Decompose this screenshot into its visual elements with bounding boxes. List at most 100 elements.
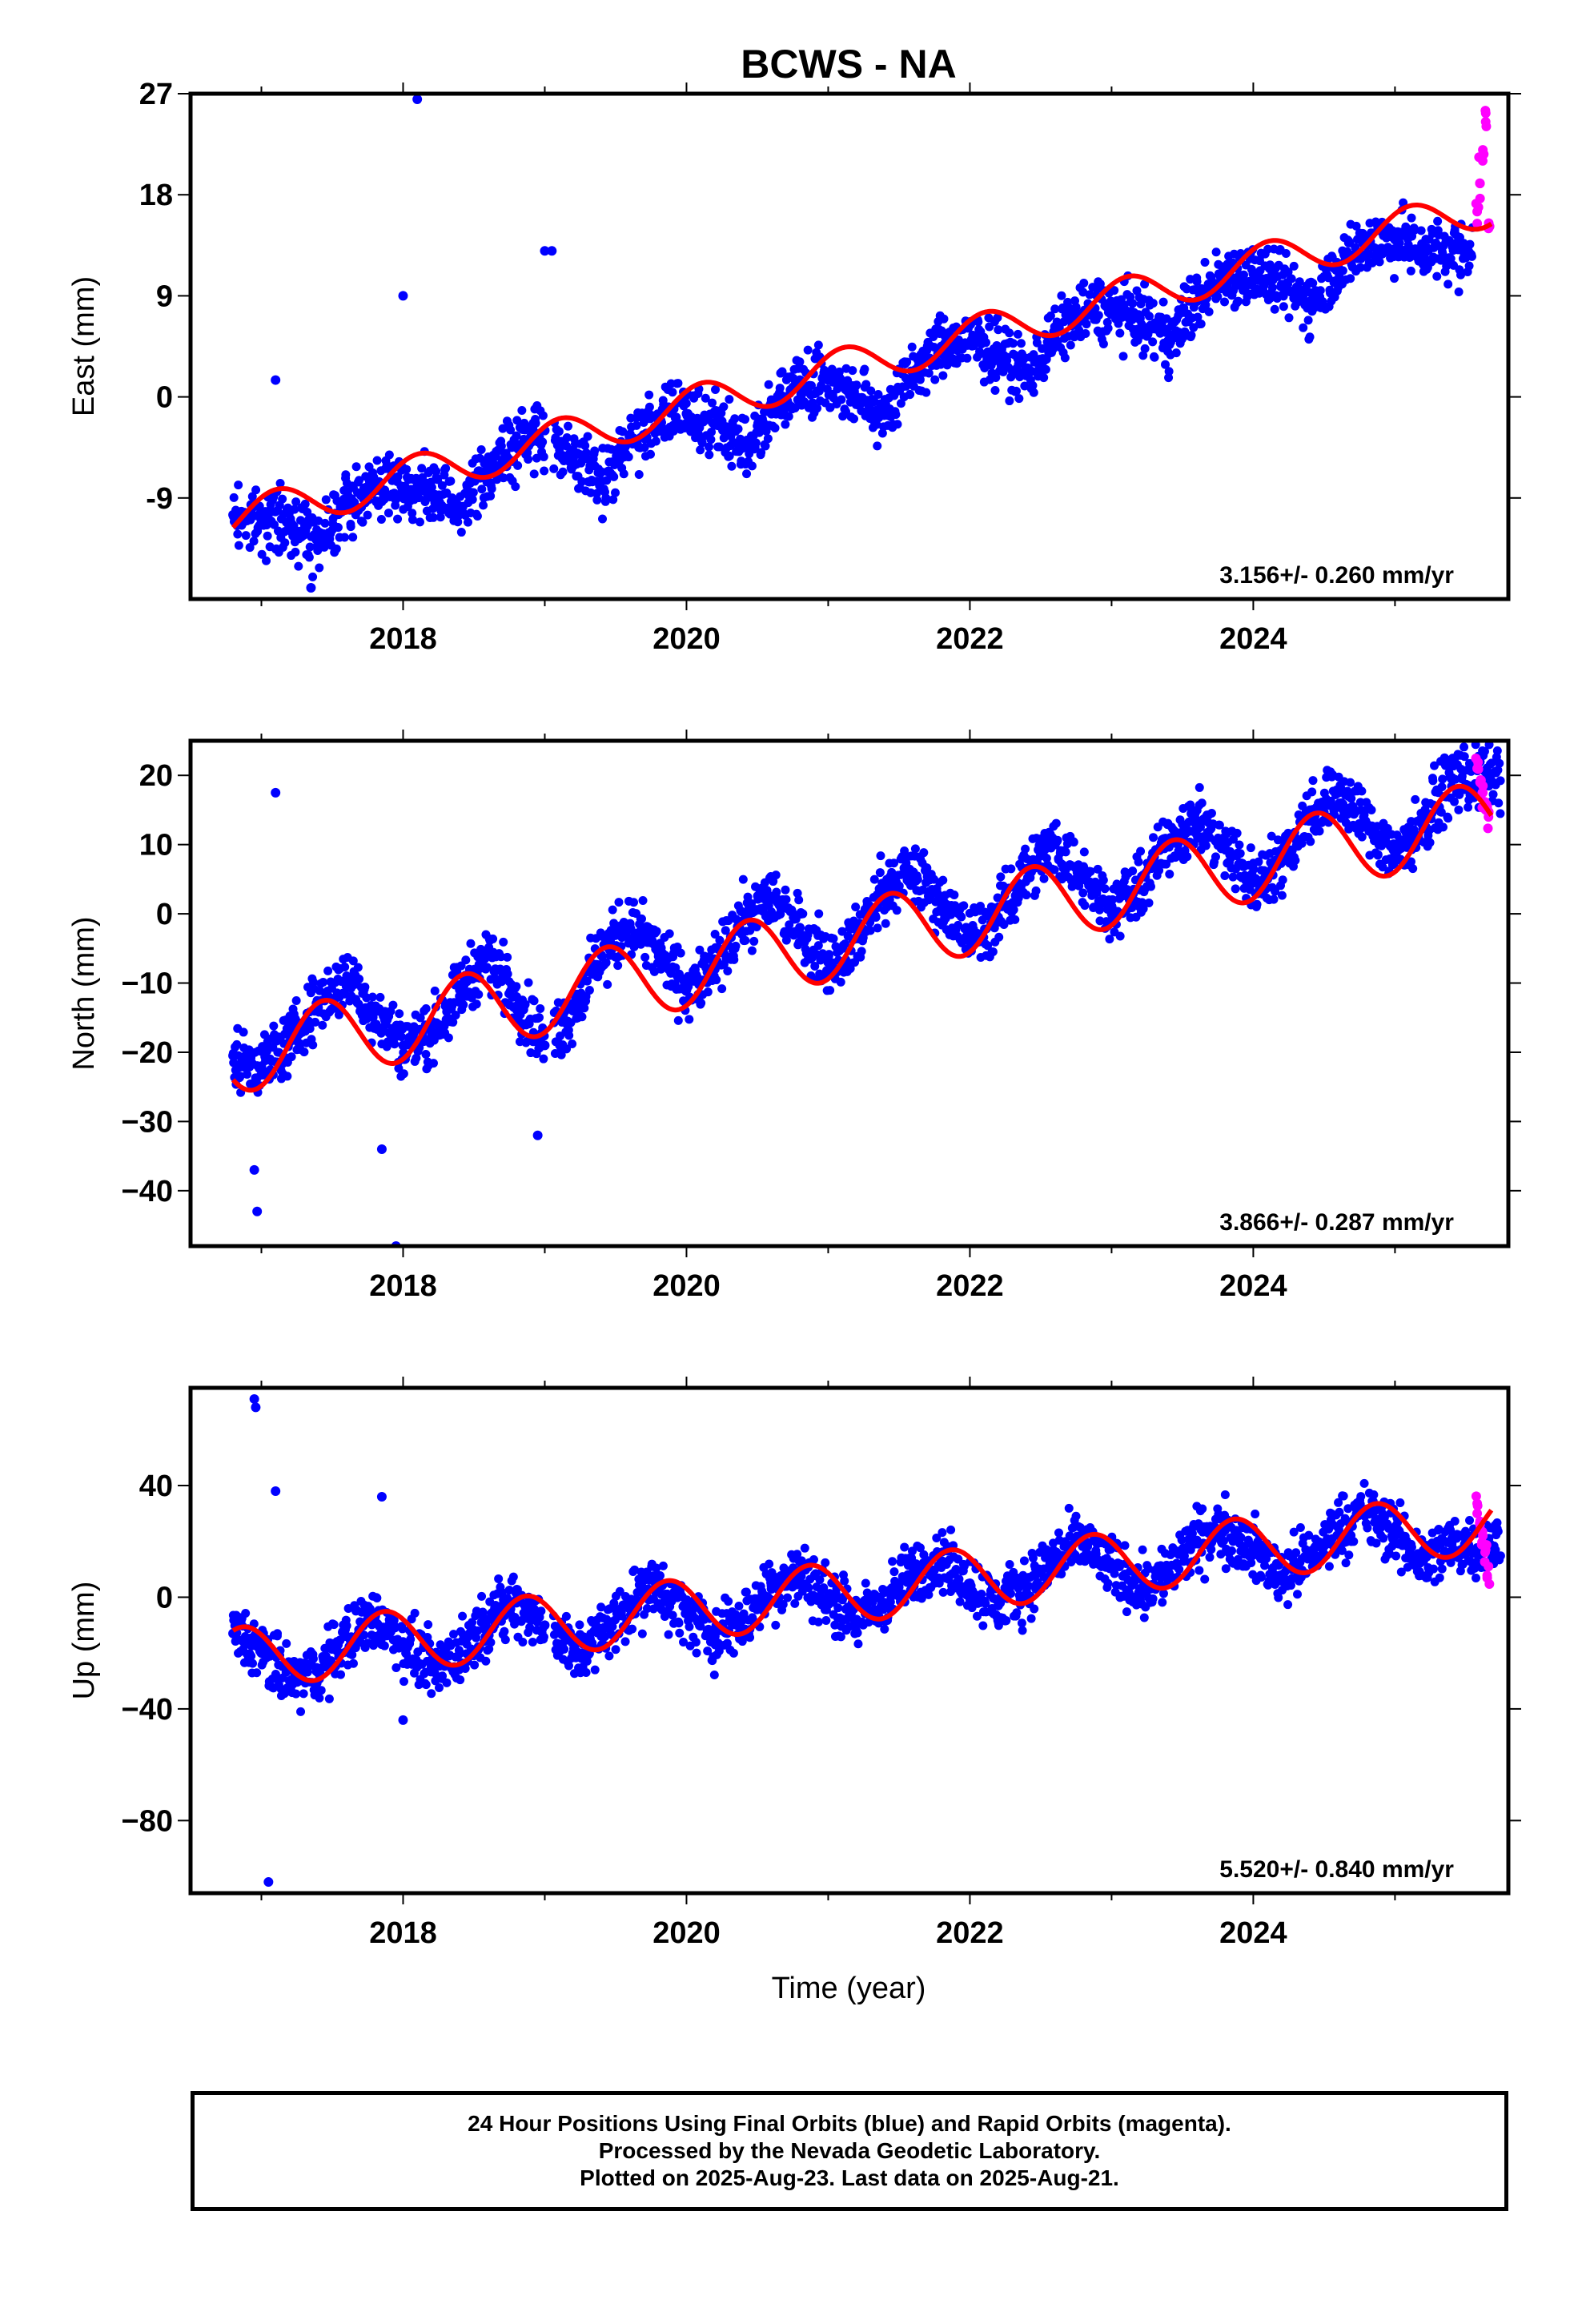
final-orbit-point (849, 414, 859, 424)
final-orbit-point (1196, 320, 1206, 329)
final-orbit-point (1164, 373, 1174, 383)
final-orbit-point (1390, 235, 1400, 245)
final-orbit-point (468, 495, 477, 505)
final-orbit-point (315, 563, 324, 573)
final-orbit-point (360, 983, 370, 992)
final-orbit-point (426, 1027, 436, 1037)
final-orbit-point (257, 549, 267, 559)
final-orbit-point (336, 1670, 346, 1679)
final-orbit-point (592, 489, 601, 498)
final-orbit-point (1057, 291, 1066, 300)
final-orbit-point (1432, 271, 1442, 281)
final-orbit-point (568, 1006, 578, 1016)
final-orbit-point (1278, 875, 1287, 885)
final-orbit-point (781, 885, 790, 895)
final-orbit-point (412, 1053, 421, 1063)
x-tick-label: 2024 (1219, 622, 1287, 656)
final-orbit-point (798, 909, 808, 919)
final-orbit-point (823, 957, 833, 967)
final-orbit-point (1138, 351, 1148, 360)
final-orbit-point (275, 479, 285, 489)
final-orbit-point (1407, 213, 1416, 223)
final-orbit-point (1029, 388, 1038, 397)
final-orbit-point (725, 395, 734, 404)
final-orbit-point (463, 517, 472, 527)
final-orbit-point (644, 402, 654, 412)
final-orbit-point (1496, 809, 1505, 818)
final-orbit-point (486, 1638, 496, 1647)
final-orbit-point (393, 514, 403, 524)
final-orbit-point (1357, 832, 1367, 842)
final-orbit-point (1420, 805, 1430, 814)
final-orbit-point (766, 891, 777, 902)
final-orbit-point (1154, 866, 1164, 875)
final-orbit-point (1080, 901, 1090, 911)
final-orbit-point (1158, 297, 1168, 307)
x-ticks: 2018 2020 2022 2024 (260, 730, 1396, 1303)
final-orbit-point (305, 542, 315, 552)
final-orbit-point (1390, 850, 1400, 860)
final-orbit-point (813, 941, 823, 951)
final-orbit-point (738, 875, 748, 884)
final-orbit-point (1406, 857, 1415, 866)
final-orbit-point (234, 480, 243, 490)
final-orbit-point (714, 442, 724, 452)
final-orbit-point (409, 1029, 419, 1039)
final-orbit-point (579, 1632, 588, 1642)
final-orbit-point (611, 1645, 620, 1655)
final-orbit-point (448, 1017, 458, 1027)
final-orbit-point (468, 1618, 477, 1627)
final-orbit-point (487, 484, 496, 493)
final-orbit-point (851, 392, 861, 402)
final-orbit-point (506, 425, 516, 435)
final-orbit-point (508, 1572, 518, 1582)
final-orbit-point (1287, 274, 1296, 283)
final-orbit-point (590, 446, 600, 456)
final-orbit-point (1447, 774, 1457, 784)
final-orbit-point (1267, 831, 1276, 841)
final-orbit-point (583, 432, 592, 441)
final-orbit-point (1281, 248, 1291, 258)
final-orbit-point (1140, 344, 1150, 353)
final-orbit-point (421, 1004, 431, 1014)
final-orbit-point (1050, 865, 1059, 875)
final-orbit-point (1016, 339, 1026, 348)
final-orbit-point (1373, 850, 1383, 859)
final-orbit-point (1021, 844, 1030, 854)
final-orbit-point (262, 556, 271, 565)
final-orbit-point (291, 1689, 301, 1699)
final-orbit-point (417, 464, 427, 473)
final-orbit-point (299, 1047, 309, 1057)
final-orbit-point (1437, 782, 1447, 792)
final-orbit-point (1220, 297, 1230, 307)
final-orbit-point (520, 999, 530, 1009)
final-orbit-point (628, 1624, 637, 1634)
final-orbit-point (701, 393, 710, 403)
final-orbit-point (512, 431, 521, 440)
final-orbit-point (930, 375, 940, 384)
final-orbit-point (757, 448, 766, 457)
final-orbit-point (1008, 339, 1018, 348)
final-orbit-point (703, 987, 713, 997)
y-tick-label: -9 (146, 482, 173, 516)
x-tick-label: 2022 (936, 622, 1004, 656)
final-orbit-point (512, 442, 522, 452)
final-orbit-point (427, 1689, 436, 1699)
final-orbit-point (781, 895, 791, 904)
final-orbit-point (1480, 746, 1489, 756)
final-orbit-point (582, 454, 592, 464)
final-orbit-point (1488, 790, 1498, 799)
final-orbit-point (665, 929, 674, 939)
final-orbit-point (523, 448, 532, 457)
final-orbit-point (1093, 864, 1102, 874)
final-orbit-point (294, 561, 303, 571)
final-orbit-point (730, 414, 740, 424)
final-orbit-point (781, 420, 790, 429)
final-orbit-point (539, 452, 548, 461)
final-orbit-point (876, 851, 885, 861)
final-orbit-point (1182, 852, 1192, 862)
final-orbit-point (315, 1693, 324, 1703)
